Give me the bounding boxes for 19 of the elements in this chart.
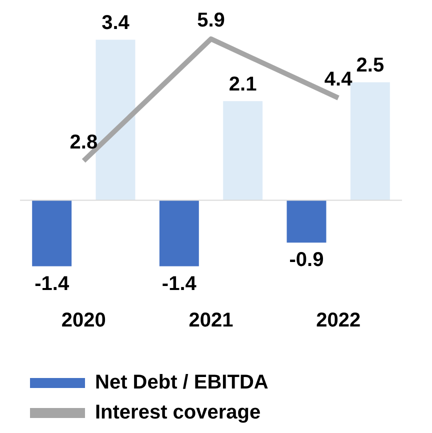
bar (286, 200, 326, 243)
bar (96, 40, 136, 200)
bar (32, 200, 72, 266)
x-tick-label: 2021 (188, 310, 234, 332)
legend-label: Net Debt / EBITDA (95, 372, 268, 394)
data-label: 2.1 (228, 74, 257, 96)
data-label: -0.9 (289, 249, 324, 272)
data-label: 3.4 (102, 12, 130, 34)
legend-label: Interest coverage (95, 402, 261, 424)
data-label: 2.8 (70, 131, 98, 154)
data-label: 2.5 (356, 54, 384, 77)
data-label: 5.9 (197, 9, 225, 32)
data-label: -1.4 (162, 272, 198, 295)
bar (159, 200, 199, 266)
x-tick-label: 2020 (61, 310, 106, 332)
data-label: 4.4 (324, 68, 354, 90)
bar (223, 101, 263, 200)
x-tick-label: 2022 (316, 310, 361, 332)
data-label: -1.4 (34, 272, 70, 295)
